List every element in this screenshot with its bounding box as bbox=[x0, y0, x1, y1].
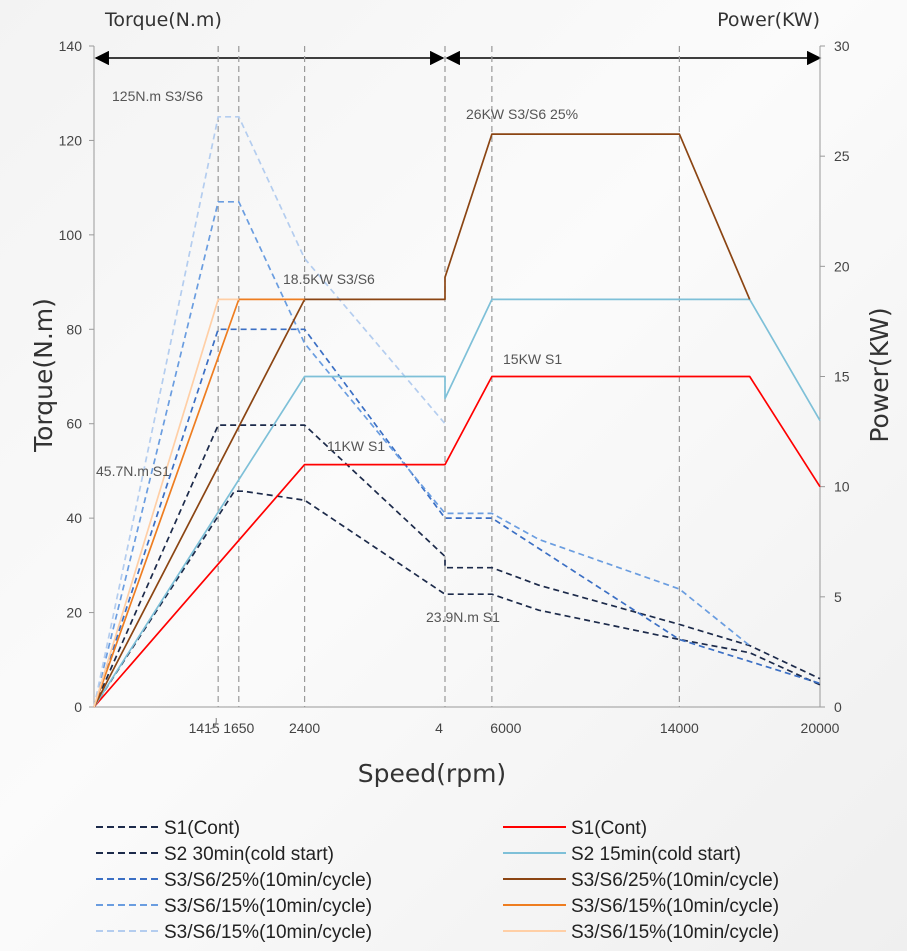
legend: S1(Cont) S2 30min(cold start) S3/S6/25%(10… bbox=[96, 818, 779, 943]
series-line-9 bbox=[93, 298, 239, 708]
series-line-5 bbox=[93, 375, 821, 708]
x-tick-label: 1415 bbox=[189, 720, 220, 736]
series-line-3 bbox=[93, 200, 751, 708]
right-y-tick-label: 0 bbox=[834, 699, 842, 715]
x-tick-label: 6000 bbox=[490, 720, 521, 736]
series-line-0 bbox=[93, 490, 821, 708]
series-line-4 bbox=[93, 115, 446, 708]
x-ticks: 1415 1650 2400 4 6000 14000 20000 bbox=[189, 717, 840, 736]
x-tick-label: 2400 bbox=[289, 720, 320, 736]
annotation-125nm: 125N.m S3/S6 bbox=[112, 88, 203, 104]
series-line-2 bbox=[93, 328, 821, 708]
legend-label: S3/S6/15%(10min/cycle) bbox=[571, 896, 779, 917]
top-right-axis-label: Power(KW) bbox=[717, 9, 820, 31]
legend-label: S3/S6/25%(10min/cycle) bbox=[164, 870, 372, 891]
annotation-15kw: 15KW S1 bbox=[503, 351, 562, 367]
right-y-tick-label: 5 bbox=[834, 589, 842, 605]
right-y-ticks: 0 5 10 15 20 25 30 bbox=[820, 38, 850, 715]
annotation-26kw: 26KW S3/S6 25% bbox=[466, 106, 578, 122]
left-y-axis-title: Torque(N.m) bbox=[29, 298, 58, 453]
annotation-18-5kw: 18.5KW S3/S6 bbox=[283, 271, 375, 287]
x-axis-title: Speed(rpm) bbox=[358, 759, 506, 788]
series-line-6 bbox=[93, 298, 821, 708]
left-y-tick-label: 140 bbox=[59, 38, 83, 54]
x-tick-label: 20000 bbox=[801, 720, 840, 736]
legend-label: S3/S6/15%(10min/cycle) bbox=[164, 922, 372, 943]
annotations: 125N.m S3/S6 26KW S3/S6 25% 18.5KW S3/S6… bbox=[96, 88, 578, 625]
legend-label: S3/S6/15%(10min/cycle) bbox=[571, 922, 779, 943]
right-y-tick-label: 20 bbox=[834, 258, 850, 274]
right-y-tick-label: 15 bbox=[834, 369, 850, 385]
left-y-tick-label: 120 bbox=[59, 132, 83, 148]
x-tick-label: 14000 bbox=[660, 720, 699, 736]
left-y-ticks: 0 20 40 60 80 100 120 140 bbox=[59, 38, 94, 715]
right-y-tick-label: 10 bbox=[834, 479, 850, 495]
right-y-tick-label: 25 bbox=[834, 148, 850, 164]
left-y-tick-label: 60 bbox=[66, 416, 82, 432]
legend-label: S1(Cont) bbox=[571, 818, 647, 839]
annotation-45-7nm: 45.7N.m S1 bbox=[96, 463, 170, 479]
x-tick-label: 4 bbox=[435, 720, 443, 736]
x-tick-callout bbox=[210, 717, 217, 730]
annotation-23-9nm: 23.9N.m S1 bbox=[426, 609, 500, 625]
left-y-tick-label: 40 bbox=[66, 510, 82, 526]
x-tick-label: 1650 bbox=[223, 720, 254, 736]
top-left-axis-label: Torque(N.m) bbox=[104, 9, 222, 31]
legend-label: S3/S6/15%(10min/cycle) bbox=[164, 896, 372, 917]
left-y-tick-label: 0 bbox=[74, 699, 82, 715]
legend-label: S1(Cont) bbox=[164, 818, 240, 839]
legend-label: S3/S6/25%(10min/cycle) bbox=[571, 870, 779, 891]
annotation-11kw: 11KW S1 bbox=[327, 438, 385, 454]
legend-label: S2 30min(cold start) bbox=[164, 844, 334, 865]
left-y-tick-label: 100 bbox=[59, 227, 83, 243]
left-y-tick-label: 20 bbox=[66, 605, 82, 621]
series-line-1 bbox=[93, 424, 821, 708]
series-lines bbox=[93, 115, 821, 708]
legend-label: S2 15min(cold start) bbox=[571, 844, 741, 865]
left-y-tick-label: 80 bbox=[66, 321, 82, 337]
right-y-tick-label: 30 bbox=[834, 38, 850, 54]
right-y-axis-title: Power(KW) bbox=[865, 307, 894, 442]
